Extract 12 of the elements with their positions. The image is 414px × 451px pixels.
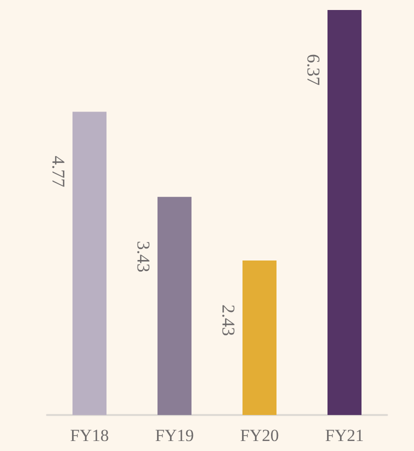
data-label: 3.43 [134,240,154,272]
x-tick-label: FY19 [155,426,194,445]
x-tick-label: FY18 [70,426,109,445]
data-label: 6.37 [304,54,324,86]
bar [72,112,106,415]
x-tick-label: FY20 [240,426,279,445]
bar [158,196,192,415]
data-label: 2.43 [218,304,238,336]
x-tick-label: FY21 [325,426,364,445]
data-label: 4.77 [48,156,68,188]
bar [328,10,362,415]
bar [242,260,276,415]
